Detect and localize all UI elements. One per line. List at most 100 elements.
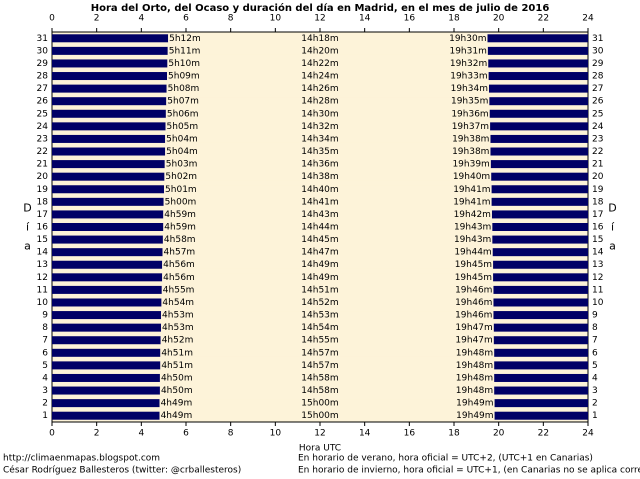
bar-segment (52, 323, 162, 332)
sunset-label: 19h40m (453, 172, 490, 182)
bar-segment (491, 185, 588, 194)
bar-segment (162, 273, 494, 282)
y-tick-label: 26 (37, 97, 49, 107)
bar-segment (494, 399, 588, 408)
sunrise-label: 4h49m (161, 399, 193, 409)
x-tick-label: 4 (138, 14, 144, 24)
sunset-label: 19h48m (456, 348, 493, 358)
sunrise-label: 5h02m (165, 172, 197, 182)
duration-label: 14h18m (301, 34, 338, 44)
sunrise-label: 4h59m (164, 210, 196, 220)
bar-segment (52, 122, 166, 131)
sunrise-label: 5h11m (169, 46, 201, 56)
y-tick-label: 1 (42, 411, 48, 421)
bar-segment (492, 248, 588, 257)
sunrise-label: 4h58m (164, 235, 196, 245)
x-tick-label: 12 (314, 429, 325, 439)
y-axis-label: Día (21, 202, 34, 259)
bar-segment (52, 84, 167, 93)
bar-segment (166, 97, 490, 106)
y-tick-label: 19 (592, 185, 604, 195)
sunrise-label: 4h53m (162, 311, 194, 321)
bar-segment (52, 59, 168, 68)
sunset-label: 19h47m (455, 336, 492, 346)
x-tick-label: 0 (49, 14, 55, 24)
duration-label: 14h35m (301, 147, 338, 157)
y-tick-label: 11 (592, 285, 603, 295)
bar-segment (163, 210, 492, 219)
bar-segment (52, 97, 167, 106)
y-tick-label: 25 (592, 109, 603, 119)
bar-segment (52, 34, 169, 43)
sunrise-label: 4h56m (163, 260, 195, 270)
y-tick-label: 6 (592, 348, 598, 358)
sunset-label: 19h48m (456, 373, 493, 383)
sunrise-label: 5h06m (167, 109, 199, 119)
y-tick-label: 15 (592, 235, 603, 245)
duration-label: 14h58m (301, 386, 338, 396)
bar-segment (160, 361, 495, 370)
sunset-label: 19h33m (450, 72, 487, 82)
bar-segment (163, 197, 492, 206)
sunset-label: 19h41m (453, 185, 490, 195)
sunrise-label: 5h01m (165, 185, 197, 195)
sunset-label: 19h37m (452, 122, 489, 132)
bar-segment (167, 59, 489, 68)
bar-segment (52, 185, 165, 194)
x-axis-label: Hora UTC (299, 444, 341, 454)
y-tick-label: 15 (37, 235, 48, 245)
y-tick-label: 20 (37, 172, 49, 182)
duration-label: 14h24m (301, 72, 338, 82)
duration-label: 14h30m (301, 109, 338, 119)
x-tick-label: 12 (314, 14, 325, 24)
bar-segment (52, 248, 163, 257)
bar-segment (490, 134, 588, 143)
duration-label: 14h47m (301, 248, 338, 258)
y-tick-label: 3 (592, 386, 598, 396)
y-tick-label: 16 (37, 223, 49, 233)
bar-segment (493, 311, 588, 320)
bar-segment (165, 109, 490, 118)
sunset-label: 19h47m (455, 323, 492, 333)
y-tick-label: 29 (37, 59, 49, 69)
y-tick-label: 13 (592, 260, 603, 270)
x-tick-label: 14 (359, 429, 371, 439)
y-tick-label: 14 (37, 248, 49, 258)
y-tick-label: 27 (37, 84, 48, 94)
sunrise-label: 4h50m (161, 373, 193, 383)
y-tick-label: 24 (592, 122, 604, 132)
duration-label: 14h38m (301, 172, 338, 182)
duration-label: 14h51m (301, 285, 338, 295)
y-tick-label: 21 (37, 160, 48, 170)
y-tick-label: 13 (37, 260, 48, 270)
bar-segment (160, 348, 495, 357)
y-tick-label: 11 (37, 285, 48, 295)
bar-segment (161, 311, 494, 320)
duration-label: 14h22m (301, 59, 338, 69)
y-tick-label: 23 (37, 134, 48, 144)
duration-label: 14h53m (301, 311, 338, 321)
sunset-label: 19h38m (452, 134, 489, 144)
bar-segment (492, 223, 588, 231)
sunset-label: 19h46m (455, 285, 492, 295)
bar-segment (52, 147, 166, 156)
y-tick-label: 7 (592, 336, 598, 346)
y-tick-label: 9 (592, 311, 598, 321)
bar-segment (163, 223, 493, 231)
bar-segment (494, 348, 588, 357)
duration-label: 14h49m (301, 260, 338, 270)
bar-segment (489, 97, 588, 106)
x-tick-label: 22 (538, 14, 549, 24)
sunrise-label: 4h54m (162, 298, 194, 308)
bar-segment (52, 260, 163, 269)
bar-segment (52, 273, 163, 282)
x-tick-label: 0 (49, 429, 55, 439)
bar-segment (161, 323, 494, 332)
bar-segment (52, 298, 162, 307)
duration-label: 14h20m (301, 46, 338, 56)
x-tick-label: 16 (404, 429, 416, 439)
sunrise-label: 5h04m (166, 147, 198, 157)
chart-title: Hora del Orto, del Ocaso y duración del … (91, 2, 550, 14)
x-tick-label: 4 (138, 429, 144, 439)
sunset-label: 19h30m (449, 34, 486, 44)
